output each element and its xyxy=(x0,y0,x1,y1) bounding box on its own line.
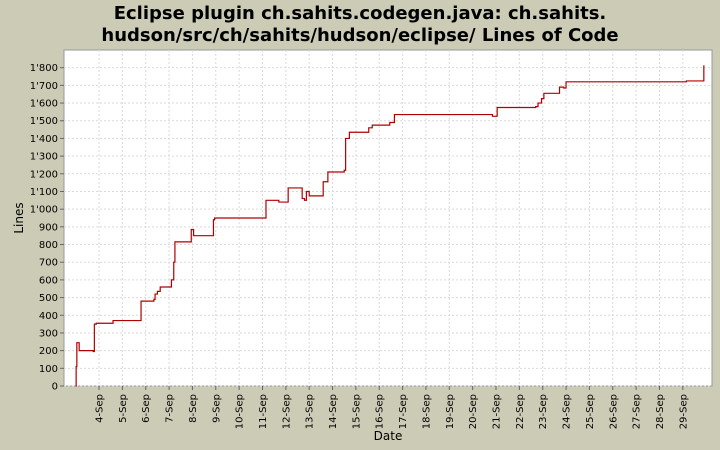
y-tick-label: 700 xyxy=(39,258,58,269)
y-tick-label: 900 xyxy=(39,222,58,233)
y-tick-label: 600 xyxy=(39,275,58,286)
x-tick-label: 14-Sep xyxy=(328,394,339,429)
y-axis-label: Lines xyxy=(12,202,26,233)
y-tick-label: 1'800 xyxy=(30,63,58,74)
x-tick-label: 15-Sep xyxy=(351,394,362,429)
y-tick-label: 0 xyxy=(52,382,58,393)
y-tick-label: 100 xyxy=(39,364,58,375)
x-tick-label: 5-Sep xyxy=(118,394,129,423)
x-tick-label: 13-Sep xyxy=(305,394,316,429)
x-tick-label: 19-Sep xyxy=(445,394,456,429)
chart-title-line-2: hudson/src/ch/sahits/hudson/eclipse/ Lin… xyxy=(101,25,618,46)
x-tick-label: 29-Sep xyxy=(678,394,689,429)
x-tick-label: 22-Sep xyxy=(515,394,526,429)
y-tick-label: 1'000 xyxy=(30,205,58,216)
y-tick-label: 400 xyxy=(39,311,58,322)
x-tick-label: 8-Sep xyxy=(188,394,199,423)
x-tick-label: 24-Sep xyxy=(562,394,573,429)
x-tick-label: 10-Sep xyxy=(235,394,246,429)
y-tick-label: 1'400 xyxy=(30,134,58,145)
y-tick-label: 500 xyxy=(39,293,58,304)
x-tick-label: 27-Sep xyxy=(632,394,643,429)
x-tick-label: 28-Sep xyxy=(655,394,666,429)
y-tick-label: 800 xyxy=(39,240,58,251)
x-tick-label: 26-Sep xyxy=(608,394,619,429)
x-tick-label: 16-Sep xyxy=(375,394,386,429)
x-tick-label: 7-Sep xyxy=(165,394,176,423)
x-tick-label: 20-Sep xyxy=(468,394,479,429)
y-tick-label: 300 xyxy=(39,328,58,339)
x-tick-label: 11-Sep xyxy=(258,394,269,429)
y-tick-label: 1'200 xyxy=(30,169,58,180)
y-tick-label: 1'700 xyxy=(30,81,58,92)
x-tick-label: 12-Sep xyxy=(281,394,292,429)
y-tick-label: 1'600 xyxy=(30,99,58,110)
axis-layer: 0 100 200 300 400 500 600 700 800 900 1'000 1'100 1'… xyxy=(30,63,690,429)
plot-area xyxy=(63,49,713,387)
x-tick-label: 17-Sep xyxy=(398,394,409,429)
chart-title-line-1: Eclipse plugin ch.sahits.codegen.java: c… xyxy=(114,3,607,24)
x-tick-label: 4-Sep xyxy=(95,394,106,423)
x-tick-label: 9-Sep xyxy=(211,394,222,423)
y-tick-label: 1'300 xyxy=(30,152,58,163)
y-tick-label: 200 xyxy=(39,346,58,357)
x-tick-label: 23-Sep xyxy=(538,394,549,429)
x-tick-label: 25-Sep xyxy=(585,394,596,429)
x-tick-label: 21-Sep xyxy=(492,394,503,429)
x-axis-label: Date xyxy=(374,429,403,443)
y-tick-label: 1'500 xyxy=(30,116,58,127)
series-line xyxy=(75,65,705,387)
series-layer xyxy=(75,65,705,387)
grid-layer xyxy=(64,50,712,387)
x-tick-label: 18-Sep xyxy=(421,394,432,429)
x-tick-label: 6-Sep xyxy=(141,394,152,423)
y-tick-label: 1'100 xyxy=(30,187,58,198)
